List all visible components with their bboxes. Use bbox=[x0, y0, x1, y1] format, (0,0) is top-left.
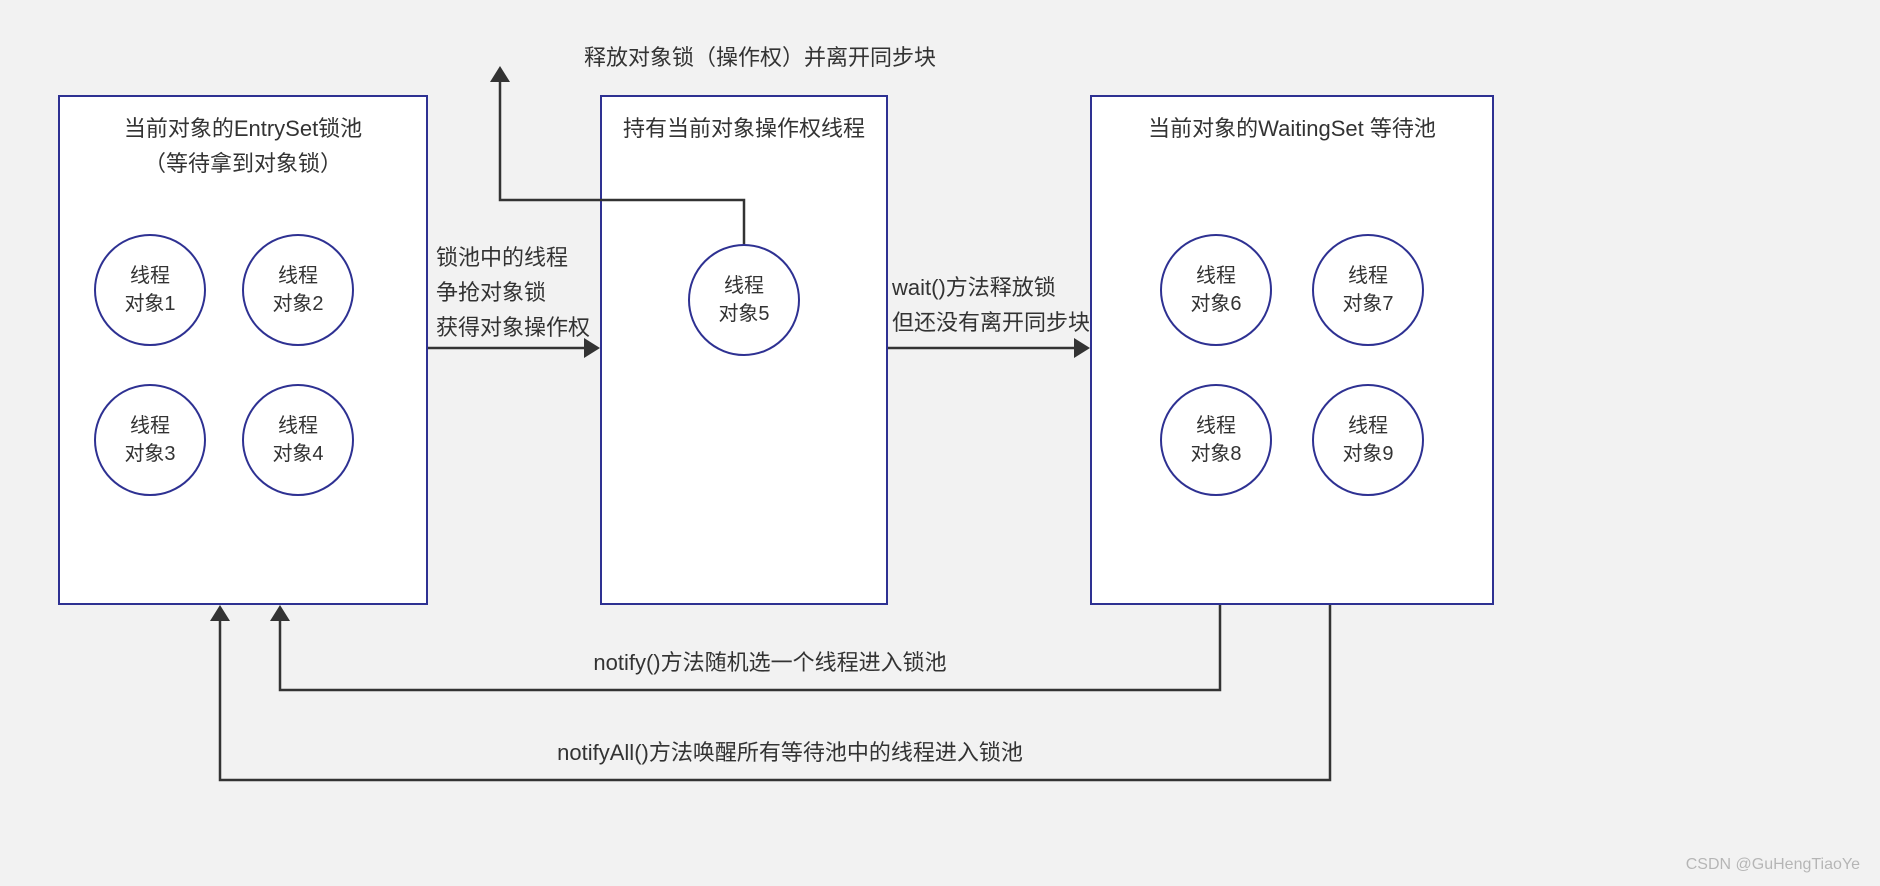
notifyall-label: notifyAll()方法唤醒所有等待池中的线程进入锁池 bbox=[480, 735, 1100, 770]
thread-circle: 线程对象3 bbox=[94, 384, 206, 496]
thread-circle: 线程对象2 bbox=[242, 234, 354, 346]
owner-title-l1: 持有当前对象操作权线程 bbox=[623, 116, 865, 141]
wait-label: wait()方法释放锁 但还没有离开同步块 bbox=[892, 270, 1112, 340]
thread-circle: 线程对象1 bbox=[94, 234, 206, 346]
entryset-title-l1: 当前对象的EntrySet锁池 bbox=[124, 116, 362, 141]
notify-label: notify()方法随机选一个线程进入锁池 bbox=[520, 645, 1020, 680]
thread-circle: 线程对象8 bbox=[1160, 384, 1272, 496]
entryset-title: 当前对象的EntrySet锁池 （等待拿到对象锁） bbox=[60, 111, 426, 181]
watermark: CSDN @GuHengTiaoYe bbox=[1686, 856, 1860, 874]
thread-circle: 线程对象4 bbox=[242, 384, 354, 496]
entryset-box: 当前对象的EntrySet锁池 （等待拿到对象锁） bbox=[58, 95, 428, 605]
waitset-title: 当前对象的WaitingSet 等待池 bbox=[1092, 111, 1492, 146]
thread-circle: 线程对象5 bbox=[688, 244, 800, 356]
waitset-box: 当前对象的WaitingSet 等待池 bbox=[1090, 95, 1494, 605]
owner-title: 持有当前对象操作权线程 bbox=[602, 111, 886, 146]
entryset-title-l2: （等待拿到对象锁） bbox=[144, 151, 342, 176]
waitset-title-l1: 当前对象的WaitingSet 等待池 bbox=[1148, 116, 1436, 141]
thread-circle: 线程对象9 bbox=[1312, 384, 1424, 496]
release-label: 释放对象锁（操作权）并离开同步块 bbox=[540, 40, 980, 75]
compete-label: 锁池中的线程 争抢对象锁 获得对象操作权 bbox=[436, 240, 616, 346]
thread-circle: 线程对象7 bbox=[1312, 234, 1424, 346]
thread-circle: 线程对象6 bbox=[1160, 234, 1272, 346]
